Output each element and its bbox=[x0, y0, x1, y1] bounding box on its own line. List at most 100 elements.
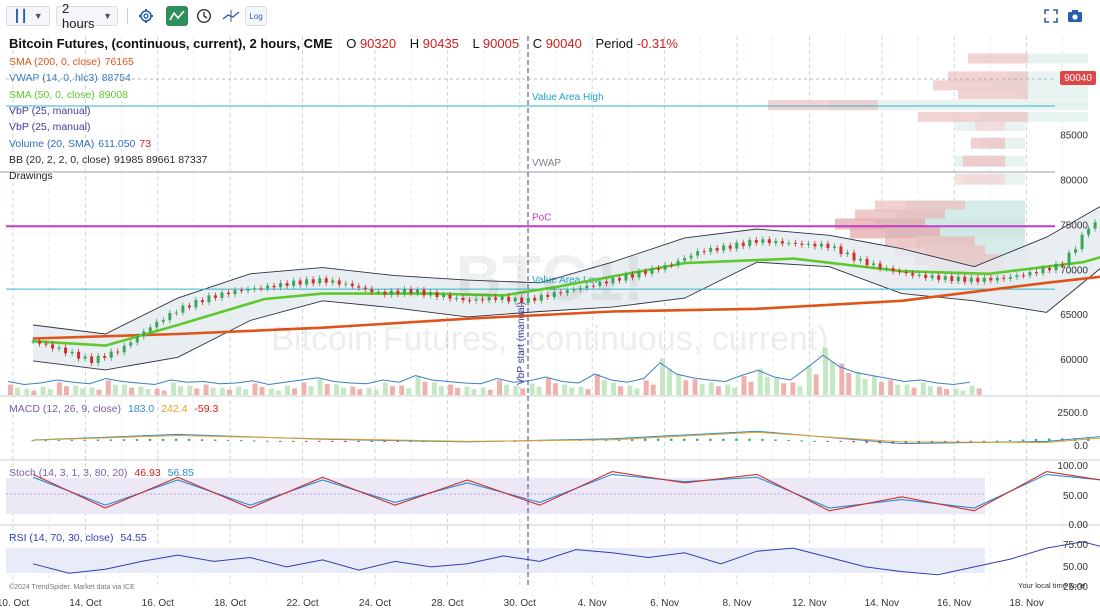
candle-body bbox=[702, 251, 706, 253]
volume-bar bbox=[585, 389, 591, 395]
volume-bar bbox=[154, 388, 160, 395]
macd-histogram-bar bbox=[1074, 438, 1077, 441]
indicator-value: 91985 89661 87337 bbox=[113, 153, 208, 166]
macd-hist-value: -59.3 bbox=[194, 403, 219, 415]
drawing-tools-button[interactable] bbox=[220, 6, 242, 26]
volume-sma-line bbox=[7, 354, 970, 386]
candle-body bbox=[240, 290, 244, 292]
indicator-legend-item[interactable]: Drawings bbox=[9, 170, 53, 182]
volume-bar bbox=[122, 384, 128, 395]
time-axis-tick: 6. Nov bbox=[650, 598, 679, 609]
candle-body bbox=[943, 276, 947, 280]
vbp-bar bbox=[955, 173, 1005, 185]
volume-bar bbox=[871, 376, 877, 395]
indicator-legend-item[interactable]: SMA (50, 0, close) 89008 bbox=[9, 89, 128, 101]
vbp-bar bbox=[948, 71, 1028, 82]
candle-body bbox=[1041, 268, 1045, 274]
clock-icon bbox=[196, 8, 212, 24]
volume-bar bbox=[448, 384, 454, 395]
candle-body bbox=[930, 275, 934, 278]
volume-bar bbox=[406, 388, 412, 395]
indicator-legend-item[interactable]: VbP (25, manual) bbox=[9, 105, 91, 117]
pane-axis-tick: 100.00 bbox=[1057, 461, 1088, 472]
indicator-legend-item[interactable]: BB (20, 2, 2, 0, close) 91985 89661 87337 bbox=[9, 154, 207, 166]
log-label: Log bbox=[249, 11, 263, 21]
volume-bar bbox=[757, 368, 763, 395]
candle-body bbox=[689, 255, 693, 259]
log-scale-toggle[interactable]: Log bbox=[245, 6, 267, 26]
indicator-name: VbP (25, manual) bbox=[9, 121, 91, 134]
pane-axis-tick: 0.0 bbox=[1074, 441, 1088, 452]
candle-body bbox=[630, 274, 634, 278]
volume-bar bbox=[308, 386, 314, 395]
screenshot-button[interactable] bbox=[1064, 6, 1086, 26]
rsi-line bbox=[32, 541, 1100, 576]
replay-clock-button[interactable] bbox=[193, 6, 215, 26]
macd-histogram-bar bbox=[200, 439, 204, 441]
watermark-symbol: BTC1! bbox=[456, 242, 644, 314]
auto-trendlines-button[interactable] bbox=[166, 6, 188, 26]
candle-body bbox=[709, 248, 713, 252]
candle-body bbox=[279, 283, 283, 288]
indicator-name: SMA (200, 0, close) bbox=[9, 56, 101, 68]
settings-gear-button[interactable] bbox=[135, 6, 157, 26]
fullscreen-button[interactable] bbox=[1040, 6, 1062, 26]
candle-body bbox=[148, 327, 152, 332]
price-axis-tick: 85000 bbox=[1060, 131, 1088, 142]
volume-bar bbox=[806, 365, 812, 395]
volume-bar bbox=[830, 361, 835, 395]
candle-body bbox=[585, 285, 589, 289]
volume-bar bbox=[953, 388, 959, 395]
indicator-legend-item[interactable]: VWAP (14, 0, hlc3) 88754 bbox=[9, 72, 131, 84]
indicator-legend-item[interactable]: Volume (20, SMA) 611.050 73 bbox=[9, 138, 151, 150]
macd-histogram-bar bbox=[279, 440, 282, 442]
price-chart[interactable]: Value Area High Value Area Low PoC VWAP VbP … bbox=[0, 32, 1100, 613]
vbp-bar bbox=[933, 80, 1028, 91]
candle-body bbox=[1074, 249, 1078, 253]
indicator-name: Volume (20, SMA) bbox=[9, 137, 95, 150]
interval-dropdown[interactable]: 2 hours ▼ bbox=[56, 1, 118, 31]
chevron-down-icon: ▼ bbox=[103, 11, 112, 21]
time-axis-tick: 10. Oct bbox=[0, 598, 29, 609]
volume-bar bbox=[529, 383, 535, 395]
candle-body bbox=[155, 321, 159, 328]
candle-body bbox=[213, 295, 217, 298]
macd-histogram-bar bbox=[409, 440, 412, 442]
macd-histogram-bar bbox=[253, 440, 256, 442]
volume-bar bbox=[536, 386, 542, 395]
ohlc-open: O 90320 bbox=[346, 36, 397, 51]
rsi-legend: RSI (14, 70, 30, close) 54.55 bbox=[9, 532, 147, 544]
volume-bar bbox=[725, 384, 731, 395]
indicator-legend-item[interactable]: SMA (200, 0, close) 76165 bbox=[9, 56, 134, 68]
last-price-value: 90040 bbox=[1064, 72, 1092, 84]
candle-body bbox=[253, 288, 257, 290]
volume-bar bbox=[660, 358, 665, 395]
candle-body bbox=[819, 243, 823, 247]
candle-body bbox=[285, 283, 289, 286]
candle-body bbox=[64, 347, 68, 354]
candle-body bbox=[402, 289, 406, 295]
volume-bar bbox=[285, 385, 291, 395]
candle-body bbox=[135, 336, 139, 343]
vbp-bar bbox=[828, 100, 1088, 111]
chart-type-dropdown[interactable]: ┃┃ ▼ bbox=[6, 6, 50, 26]
candle-body bbox=[448, 294, 452, 299]
volume-bar bbox=[569, 387, 575, 395]
macd-histogram-bar bbox=[370, 440, 373, 442]
candle-body bbox=[572, 289, 576, 291]
indicator-legend-item[interactable]: VbP (25, manual) bbox=[9, 121, 91, 133]
bollinger-upper bbox=[32, 206, 1100, 335]
indicator-value: 73 bbox=[139, 137, 152, 150]
vbp-bar bbox=[978, 111, 1088, 122]
timezone-note[interactable]: Your local time zone bbox=[1018, 581, 1086, 590]
volume-bar bbox=[178, 386, 183, 395]
candle-body bbox=[83, 356, 87, 359]
volume-bar bbox=[667, 369, 672, 395]
vbp-start-label: VbP start (manual) bbox=[516, 302, 527, 385]
candle-body bbox=[337, 280, 341, 285]
volume-bar bbox=[497, 380, 502, 395]
indicator-value: 611.050 bbox=[98, 137, 136, 150]
volume-bar bbox=[960, 390, 966, 395]
macd-label: MACD (12, 26, 9, close) bbox=[9, 403, 122, 415]
candle-body bbox=[591, 285, 595, 287]
